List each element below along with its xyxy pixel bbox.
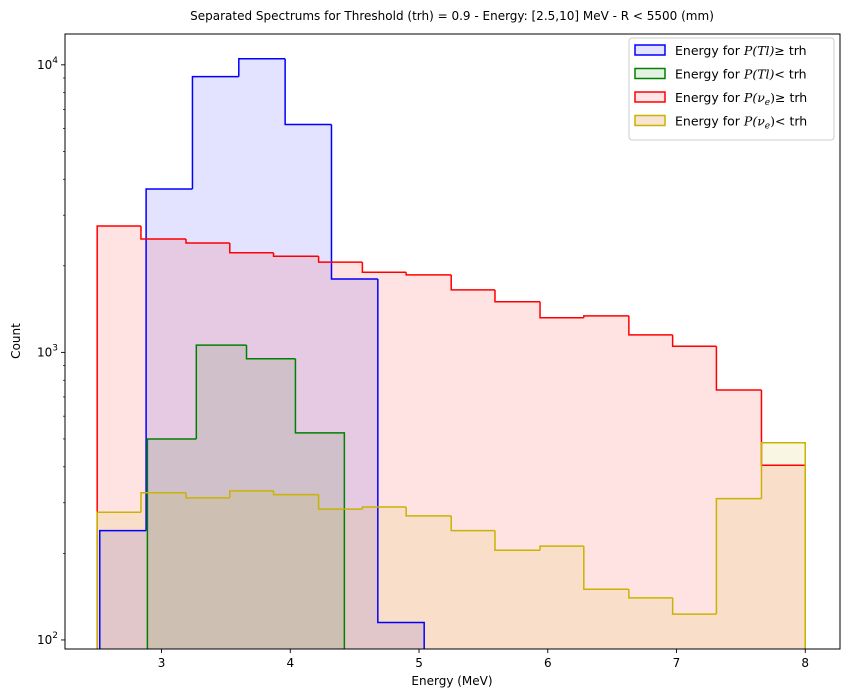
bin-3-7 <box>361 262 407 273</box>
bin-4-7 <box>361 506 407 510</box>
bin-4-16 <box>760 441 806 649</box>
chart-title: Separated Spectrums for Threshold (trh) … <box>190 9 714 23</box>
x-tick-label: 6 <box>544 656 552 670</box>
plot-frame <box>64 33 841 650</box>
bin-4-15 <box>715 497 762 615</box>
bin-2-4 <box>294 358 346 649</box>
bin-3-6 <box>317 256 363 263</box>
bin-4-3 <box>185 492 230 499</box>
bin-4-13 <box>628 589 673 599</box>
bin-3-1 <box>96 225 141 649</box>
legend-swatch <box>634 67 666 80</box>
legend-label: Energy for P(Tl)< trh <box>675 67 807 82</box>
legend-label: Energy for P(νe)≥ trh <box>675 90 807 108</box>
bin-3-3 <box>185 238 230 244</box>
bin-3-12 <box>583 315 629 318</box>
histogram-outlines <box>96 57 806 649</box>
bin-1-6 <box>330 124 378 280</box>
x-axis-label: Energy (MeV) <box>411 674 492 688</box>
bin-4-11 <box>539 545 584 551</box>
bin-3-4 <box>229 243 274 254</box>
bin-2-1 <box>146 438 197 649</box>
x-tick-label: 5 <box>415 656 423 670</box>
bin-4-14 <box>671 597 717 615</box>
series-1-fill <box>99 58 425 649</box>
bin-1-4 <box>238 57 286 77</box>
plot-area <box>96 57 806 649</box>
bin-1-1 <box>99 529 147 649</box>
bin-4-5 <box>272 490 319 496</box>
bin-4-4 <box>229 490 274 498</box>
bin-3-15 <box>715 346 762 391</box>
legend-swatch <box>634 44 666 56</box>
legend-swatch <box>634 114 666 127</box>
x-tick-label: 7 <box>673 656 681 670</box>
series-2-outline <box>146 344 346 649</box>
bin-3-11 <box>539 301 584 319</box>
bin-3-8 <box>405 272 452 276</box>
x-axis: 3 4 5 6 7 8 <box>158 649 809 670</box>
series-1-outline <box>99 57 425 649</box>
bin-4-2 <box>140 491 187 513</box>
legend: Energy for P(Tl)≥ trh Energy for P(Tl)< t… <box>628 37 835 141</box>
legend-box <box>628 37 835 141</box>
bin-4-9 <box>450 515 495 532</box>
x-tick-label: 3 <box>158 656 166 670</box>
bin-4-10 <box>494 530 541 552</box>
bin-2-3 <box>245 345 296 360</box>
bin-2-2 <box>195 344 247 439</box>
bin-1-3 <box>191 75 239 189</box>
bin-3-10 <box>494 289 541 303</box>
y-tick-label: 103 <box>37 343 58 359</box>
legend-swatch <box>634 91 666 103</box>
bin-4-1 <box>96 511 141 649</box>
bin-3-13 <box>628 315 673 336</box>
bin-1-2 <box>145 188 193 531</box>
y-tick-label: 104 <box>37 56 58 72</box>
y-tick-label: 102 <box>37 631 58 647</box>
legend-label: Energy for P(Tl)≥ trh <box>675 43 807 58</box>
y-axis-label: Count <box>9 323 23 359</box>
x-tick-label: 8 <box>801 656 809 670</box>
bin-1-5 <box>284 58 332 126</box>
histogram-fills <box>97 58 806 649</box>
bin-1-7 <box>377 278 425 649</box>
bin-4-8 <box>405 506 452 517</box>
bin-3-14 <box>671 334 717 348</box>
y-axis: 102 103 104 <box>37 56 65 647</box>
legend-label: Energy for P(νe)< trh <box>675 114 807 132</box>
series-4-outline <box>96 441 806 649</box>
bin-3-9 <box>450 274 495 291</box>
bin-3-5 <box>272 252 319 257</box>
bin-4-12 <box>583 546 629 591</box>
bin-4-6 <box>317 494 363 510</box>
bin-3-2 <box>140 226 187 240</box>
x-tick-label: 4 <box>286 656 294 670</box>
